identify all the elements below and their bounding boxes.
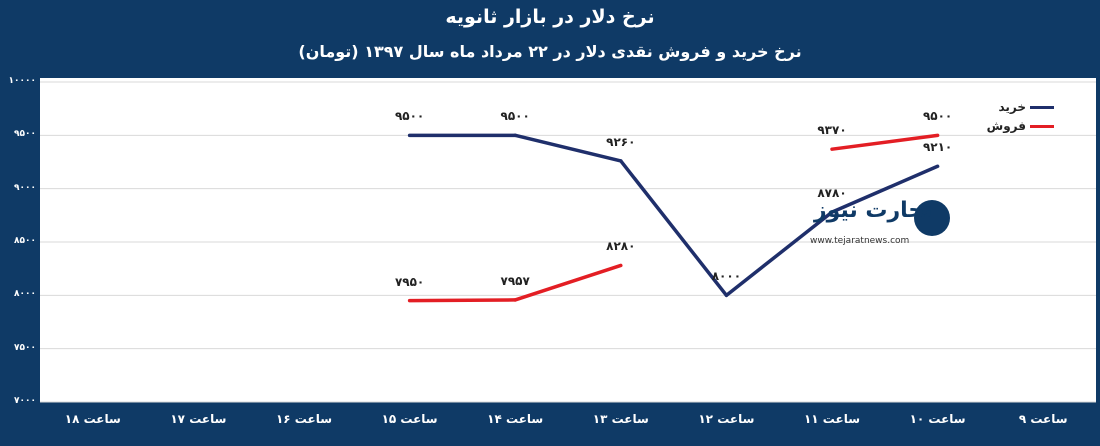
legend-item-sell: فروش <box>987 119 1054 133</box>
tejarat-news-logo: تجارت نیوز www.tejaratnews.com <box>806 192 950 260</box>
data-label-sell: ۹۳۷۰ <box>817 123 847 138</box>
y-tick-label: ۷۵۰۰ <box>14 342 36 353</box>
logo-url: www.tejaratnews.com <box>810 236 910 246</box>
x-tick-label: ساعت ۱۴ <box>487 412 544 426</box>
data-label-sell: ۷۹۵۰ <box>394 274 425 289</box>
x-tick-label: ساعت ۱۱ <box>803 412 861 426</box>
series-segment-sell <box>830 133 940 151</box>
x-tick-label: ساعت ۱۸ <box>64 412 121 426</box>
y-tick-label: ۹۰۰۰ <box>14 182 36 193</box>
chart-subtitle: نرخ خرید و فروش نقدی دلار در ۲۲ مرداد ما… <box>298 42 802 61</box>
x-tick-label: ساعت ۱۳ <box>592 412 649 426</box>
y-tick-label: ۱۰۰۰۰ <box>8 76 36 86</box>
data-label-buy: ۸۷۸۰ <box>817 186 847 201</box>
y-tick-label: ۹۵۰۰ <box>14 129 36 140</box>
x-tick-label: ساعت ۱۵ <box>381 412 438 426</box>
y-tick-label: ۷۰۰۰ <box>14 396 36 406</box>
data-label-buy: ۹۵۰۰ <box>500 109 530 124</box>
series-segment-buy <box>724 210 834 298</box>
logo-icon <box>914 200 950 236</box>
legend-item-buy: خرید <box>998 100 1054 114</box>
x-tick-label: ساعت ۱۷ <box>170 412 227 426</box>
legend-swatch-sell <box>1030 125 1054 128</box>
data-label-buy: ۹۵۰۰ <box>394 109 425 124</box>
chart-title: نرخ دلار در بازار ثانویه <box>445 6 655 28</box>
y-tick-label: ۸۵۰۰ <box>14 236 36 246</box>
data-label-buy: ۸۰۰۰ <box>711 269 742 284</box>
series-segment-buy <box>830 164 940 214</box>
series-segment-buy <box>513 133 623 163</box>
x-tick-label: ساعت ۱۰ <box>909 412 966 426</box>
legend-label-sell: فروش <box>986 119 1026 133</box>
logo-name: تجارت نیوز <box>814 198 933 223</box>
data-label-sell: ۷۹۵۷ <box>500 273 530 288</box>
data-label-sell: ۹۵۰۰ <box>922 109 953 124</box>
legend-swatch-buy <box>1030 106 1054 109</box>
chart-header: نرخ دلار در بازار ثانویه نرخ خرید و فروش… <box>0 0 1100 78</box>
y-tick-label: ۸۰۰۰ <box>14 289 36 300</box>
series-segment-buy <box>619 159 729 298</box>
x-tick-label: ساعت ۱۲ <box>698 412 755 426</box>
x-tick-label: ساعت ۱۶ <box>275 412 333 426</box>
data-label-buy: ۹۲۶۰ <box>606 134 636 149</box>
series-segment-sell <box>513 263 623 302</box>
y-axis-band <box>0 78 40 446</box>
legend: خرید فروش <box>914 96 1054 133</box>
data-label-sell: ۸۲۸۰ <box>606 239 636 254</box>
x-tick-label: ساعت ۹ <box>1018 412 1068 426</box>
right-border <box>1096 78 1100 402</box>
series-segment-sell <box>407 298 517 303</box>
legend-label-buy: خرید <box>998 100 1026 114</box>
data-label-buy: ۹۲۱۰ <box>922 140 953 155</box>
x-axis-band <box>40 402 1100 446</box>
